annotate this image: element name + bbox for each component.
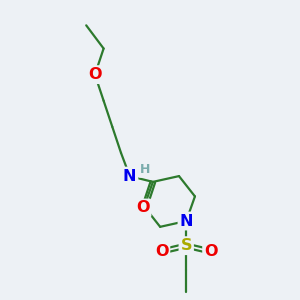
Text: N: N xyxy=(123,169,136,184)
Text: S: S xyxy=(181,238,192,253)
Text: N: N xyxy=(179,214,193,229)
Text: O: O xyxy=(88,67,102,82)
Text: O: O xyxy=(155,244,168,259)
Text: H: H xyxy=(140,163,150,176)
Text: O: O xyxy=(136,200,149,215)
Text: O: O xyxy=(204,244,218,259)
